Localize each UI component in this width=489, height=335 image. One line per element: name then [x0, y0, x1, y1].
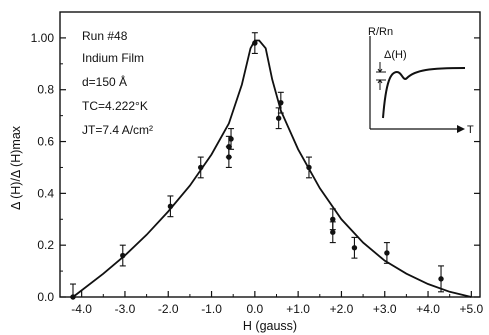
inset-curve: [382, 67, 466, 119]
x-tick-label: +1.0: [286, 302, 310, 316]
inset-delta-arrow-down: [377, 62, 383, 73]
x-tick-label: +3.0: [373, 302, 397, 316]
x-tick-label: -1.0: [201, 302, 222, 316]
annotation-tc: TC=4.222°K: [82, 99, 148, 113]
x-tick-label: -2.0: [158, 302, 179, 316]
data-point: [275, 115, 282, 121]
fit-curve: [72, 39, 472, 298]
data-point: [330, 216, 336, 222]
inset-y-label: R/Rn: [368, 26, 393, 38]
annotation-run: Run #48: [82, 29, 128, 43]
x-tick-label: -3.0: [115, 302, 136, 316]
x-tick-label: +5.0: [459, 302, 483, 316]
x-tick-label: +4.0: [416, 302, 440, 316]
x-tick-label: +2.0: [330, 302, 354, 316]
inset-x-arrow: [457, 125, 465, 133]
inset-delta-arrow-up: [377, 79, 383, 90]
data-point: [384, 250, 390, 256]
y-tick-label: 1.00: [31, 31, 55, 45]
x-axis-ticks: -4.0 -3.0 -2.0 -1.0 0.0 +1.0 +2.0 +3.0 +4.0 +5.0: [71, 291, 484, 316]
data-point: [70, 294, 76, 300]
annotation-thickness: d=150 Å: [82, 74, 127, 89]
data-point: [198, 164, 204, 171]
x-axis-title: H (gauss): [243, 319, 297, 333]
data-point: [278, 99, 284, 106]
y-tick-label: 0.0: [37, 290, 54, 304]
annotation-sample: Indium Film: [82, 51, 144, 65]
y-tick-label: 0.8: [37, 83, 54, 97]
annotation-jt: JT=7.4 A/cm²: [82, 123, 153, 137]
plot-frame: [59, 11, 481, 298]
data-point: [306, 164, 312, 171]
inset-diagram: R/Rn Δ(H) T: [368, 26, 474, 136]
fit-curve-layer: [72, 39, 472, 298]
data-point: [120, 252, 126, 259]
data-point: [438, 276, 444, 282]
y-axis-title: Δ (H)/Δ (H)max: [9, 125, 23, 210]
data-point: [167, 203, 174, 210]
data-point: [330, 229, 336, 235]
inset-delta-label: Δ(H): [384, 49, 407, 61]
data-point: [351, 245, 358, 251]
annotation-block: Run #48 Indium Film d=150 Å TC=4.222°K J…: [82, 29, 153, 137]
data-points-layer: [69, 32, 445, 300]
data-point: [226, 144, 232, 150]
inset-x-label: T: [467, 124, 474, 136]
data-point: [228, 136, 234, 142]
y-tick-label: 0.2: [37, 238, 54, 252]
x-tick-label: -4.0: [71, 302, 92, 316]
y-tick-label: 0.4: [37, 186, 54, 200]
data-point: [252, 40, 258, 46]
y-axis-ticks: 0.0 0.2 0.4 0.6 0.8 1.00: [31, 31, 480, 304]
y-tick-label: 0.6: [37, 135, 54, 149]
x-tick-label: 0.0: [247, 302, 264, 316]
